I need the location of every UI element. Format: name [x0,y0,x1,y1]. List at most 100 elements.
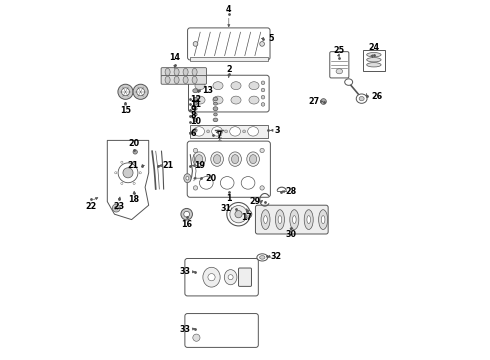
Ellipse shape [336,69,343,74]
Ellipse shape [174,68,179,76]
Ellipse shape [243,130,245,133]
Ellipse shape [184,174,191,183]
Text: 26: 26 [372,92,383,101]
Ellipse shape [321,216,325,224]
Text: 17: 17 [241,213,252,222]
Text: 16: 16 [181,220,192,229]
Ellipse shape [261,81,265,85]
Ellipse shape [359,96,364,101]
Ellipse shape [137,88,145,96]
Ellipse shape [249,154,257,163]
Ellipse shape [275,210,284,230]
Text: 8: 8 [190,111,196,120]
Text: 27: 27 [309,97,320,106]
Ellipse shape [213,118,218,122]
Ellipse shape [231,154,239,163]
Ellipse shape [229,152,242,166]
Ellipse shape [260,42,265,46]
Ellipse shape [133,161,135,163]
Ellipse shape [203,267,220,287]
Ellipse shape [181,208,193,220]
FancyBboxPatch shape [188,28,270,60]
Ellipse shape [186,176,189,180]
Text: 22: 22 [85,202,97,211]
Ellipse shape [261,95,265,99]
Ellipse shape [213,82,223,90]
Text: 21: 21 [128,161,139,170]
Ellipse shape [193,97,197,100]
Text: 21: 21 [162,161,173,170]
Ellipse shape [260,148,264,153]
FancyBboxPatch shape [189,75,269,112]
Ellipse shape [194,129,197,132]
Text: 5: 5 [269,34,274,43]
Ellipse shape [260,256,265,259]
FancyBboxPatch shape [239,268,251,287]
Ellipse shape [293,216,296,224]
Text: 13: 13 [202,86,214,95]
Ellipse shape [193,42,198,46]
Ellipse shape [133,150,137,154]
Ellipse shape [118,163,138,183]
Ellipse shape [257,254,268,261]
FancyBboxPatch shape [161,68,206,76]
Text: 2: 2 [226,65,232,74]
Ellipse shape [356,94,367,103]
Ellipse shape [261,88,265,92]
Text: 19: 19 [195,161,206,170]
Ellipse shape [345,79,353,85]
FancyBboxPatch shape [161,76,206,84]
Ellipse shape [249,82,259,90]
Ellipse shape [264,216,268,224]
Text: 12: 12 [190,94,201,104]
Ellipse shape [112,204,120,212]
Text: 18: 18 [128,195,140,204]
Text: 7: 7 [217,130,222,139]
Ellipse shape [194,186,197,190]
Text: 29: 29 [249,197,261,206]
Ellipse shape [213,107,218,111]
Ellipse shape [184,211,190,217]
Polygon shape [107,140,148,220]
FancyBboxPatch shape [330,51,349,78]
Ellipse shape [207,130,210,133]
Ellipse shape [192,76,197,84]
Ellipse shape [367,58,381,62]
Bar [190,57,268,61]
FancyBboxPatch shape [185,314,258,347]
Ellipse shape [211,152,223,166]
Ellipse shape [230,206,247,223]
Ellipse shape [241,176,255,189]
Ellipse shape [196,154,203,163]
Ellipse shape [183,68,188,76]
Text: 10: 10 [190,117,201,126]
Ellipse shape [165,76,170,84]
Ellipse shape [231,96,241,104]
Text: 11: 11 [190,100,201,109]
Ellipse shape [122,88,129,96]
Ellipse shape [115,172,117,174]
Ellipse shape [278,216,282,224]
Text: 9: 9 [190,105,196,114]
Ellipse shape [194,148,197,153]
FancyBboxPatch shape [187,141,270,197]
Text: 3: 3 [274,126,280,135]
Text: 14: 14 [170,53,180,62]
Ellipse shape [235,211,242,218]
Ellipse shape [174,76,179,84]
Text: 4: 4 [226,5,232,14]
Ellipse shape [194,113,197,116]
Ellipse shape [194,107,197,110]
Ellipse shape [121,161,123,163]
Ellipse shape [367,53,381,57]
Ellipse shape [304,210,313,230]
Ellipse shape [367,63,381,67]
Ellipse shape [133,182,135,184]
Ellipse shape [230,127,241,136]
Ellipse shape [260,186,264,190]
Text: 28: 28 [285,187,296,196]
Ellipse shape [247,152,259,166]
Ellipse shape [214,154,220,163]
Ellipse shape [220,176,234,189]
Ellipse shape [208,274,215,281]
